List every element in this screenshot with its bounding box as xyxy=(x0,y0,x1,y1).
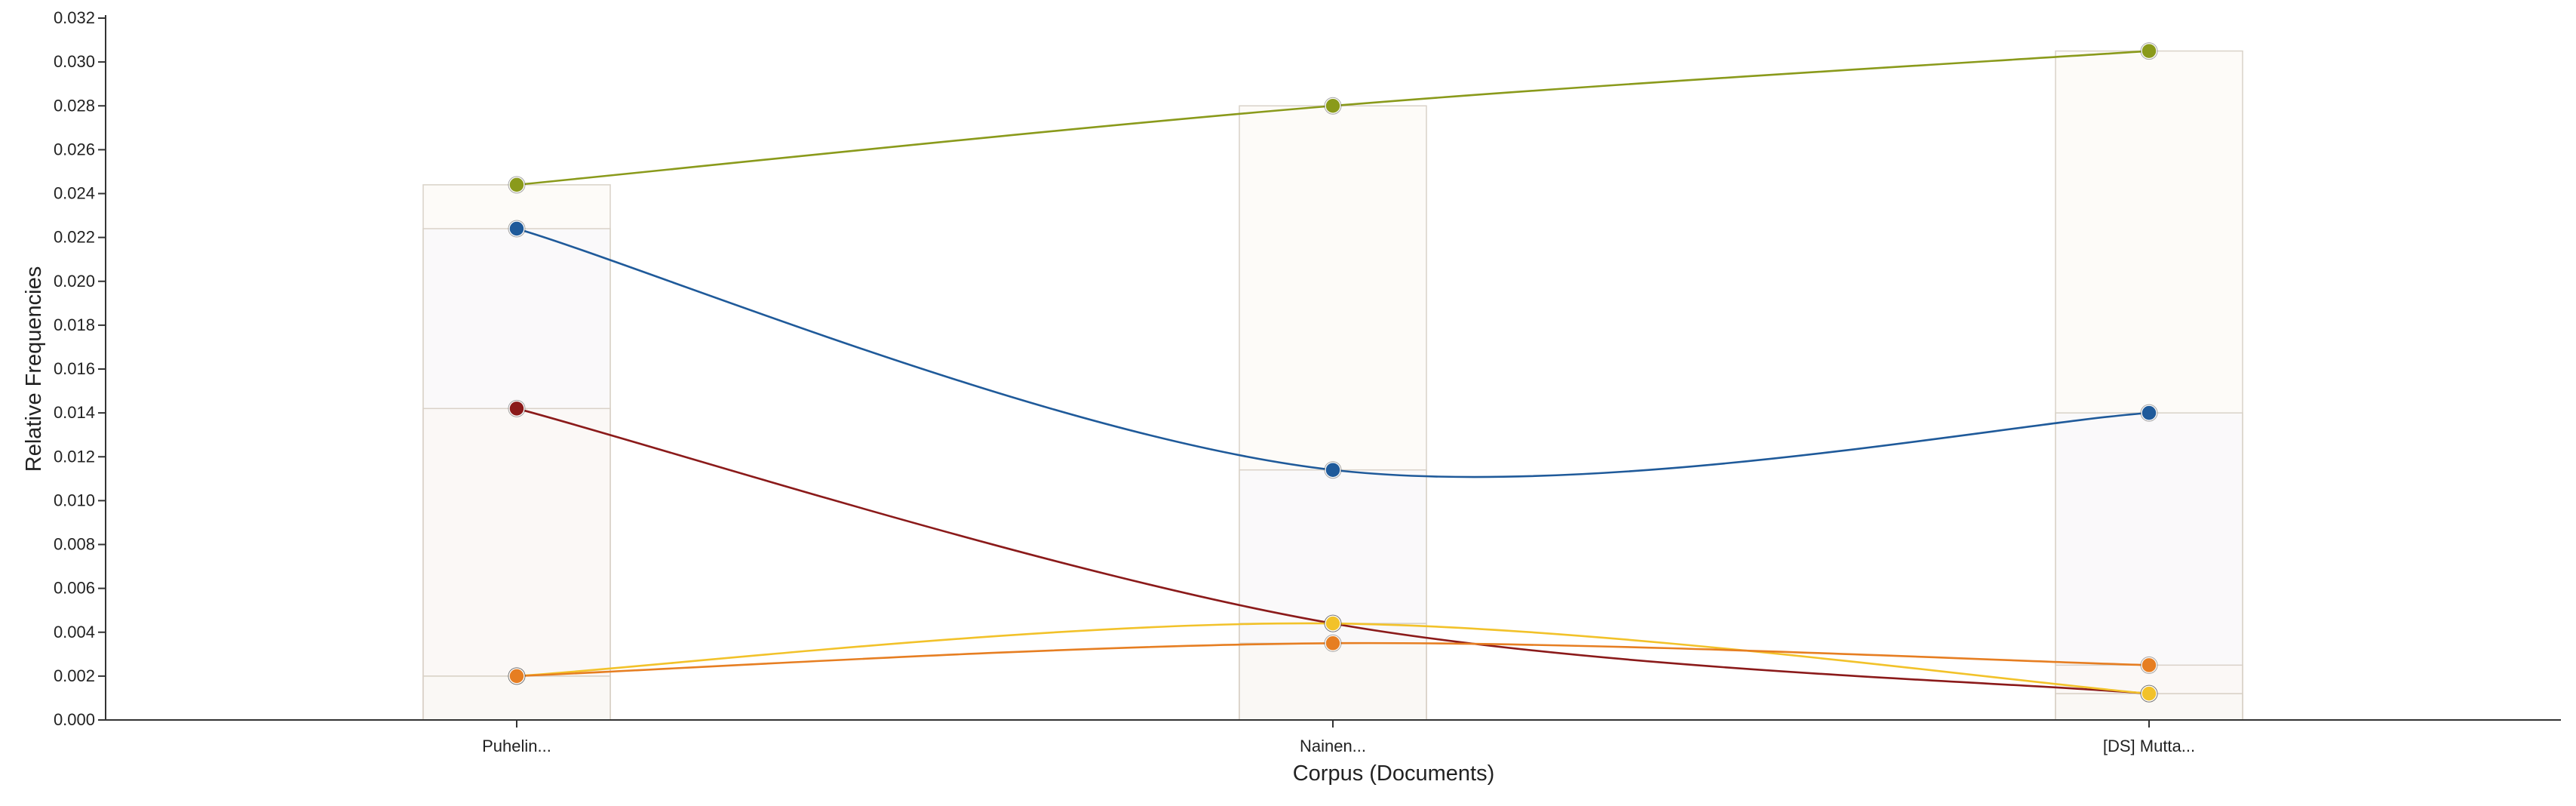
x-tick-label: Puhelin... xyxy=(482,737,551,755)
y-tick-label: 0.012 xyxy=(54,447,95,466)
data-point-outline xyxy=(2140,404,2158,422)
y-tick-label: 0.016 xyxy=(54,359,95,378)
y-tick-label: 0.022 xyxy=(54,228,95,247)
y-tick-label: 0.004 xyxy=(54,623,95,641)
data-point-outline xyxy=(2140,656,2158,674)
y-tick-label: 0.000 xyxy=(54,710,95,729)
data-point[interactable] xyxy=(508,177,525,193)
x-axis: Puhelin... Nainen... [DS] Mutta... xyxy=(106,719,2561,755)
y-tick-label: 0.002 xyxy=(54,666,95,685)
y-tick-label: 0.032 xyxy=(54,8,95,27)
y-tick-label: 0.006 xyxy=(54,579,95,598)
y-tick-label: 0.014 xyxy=(54,403,95,422)
data-point[interactable] xyxy=(1325,615,1341,632)
y-tick-label: 0.020 xyxy=(54,272,95,291)
y-tick-label: 0.028 xyxy=(54,96,95,115)
data-point[interactable] xyxy=(508,668,525,684)
background-bars xyxy=(422,50,2243,721)
category-bar xyxy=(1239,642,1427,721)
data-point-outline xyxy=(2140,684,2158,703)
data-point-outline xyxy=(1324,634,1342,652)
data-point-outline xyxy=(2140,42,2158,60)
data-point-outline xyxy=(508,667,526,685)
data-point-outline xyxy=(508,220,526,238)
data-point-outline xyxy=(508,176,526,194)
data-point[interactable] xyxy=(2141,657,2157,674)
data-point[interactable] xyxy=(2141,685,2157,702)
data-point-outline xyxy=(1324,614,1342,632)
x-axis-title: Corpus (Documents) xyxy=(1293,761,1495,786)
data-point[interactable] xyxy=(1325,635,1341,652)
data-point-outline xyxy=(1324,97,1342,115)
data-point[interactable] xyxy=(508,400,525,417)
x-tick-label: [DS] Mutta... xyxy=(2103,737,2195,755)
x-tick-label: Nainen... xyxy=(1300,737,1366,755)
y-axis: 0.000 0.002 0.004 0.006 0.008 0.010 0.012 0.014… xyxy=(54,8,106,729)
y-tick-label: 0.026 xyxy=(54,140,95,158)
data-point[interactable] xyxy=(1325,97,1341,114)
data-point-outline xyxy=(1324,461,1342,479)
y-axis-title: Relative Frequencies xyxy=(22,266,46,472)
data-point[interactable] xyxy=(1325,461,1341,478)
data-point-outline xyxy=(508,667,526,685)
data-point[interactable] xyxy=(2141,405,2157,421)
y-tick-label: 0.008 xyxy=(54,535,95,554)
y-tick-label: 0.010 xyxy=(54,491,95,509)
data-point-outline xyxy=(1324,614,1342,632)
series-points xyxy=(508,42,2158,703)
y-tick-label: 0.018 xyxy=(54,315,95,334)
data-point-outline xyxy=(2140,684,2158,703)
data-point-outline xyxy=(508,399,526,417)
y-tick-label: 0.024 xyxy=(54,184,95,203)
data-point[interactable] xyxy=(2141,42,2157,60)
y-tick-label: 0.030 xyxy=(54,52,95,71)
data-point[interactable] xyxy=(508,220,525,237)
